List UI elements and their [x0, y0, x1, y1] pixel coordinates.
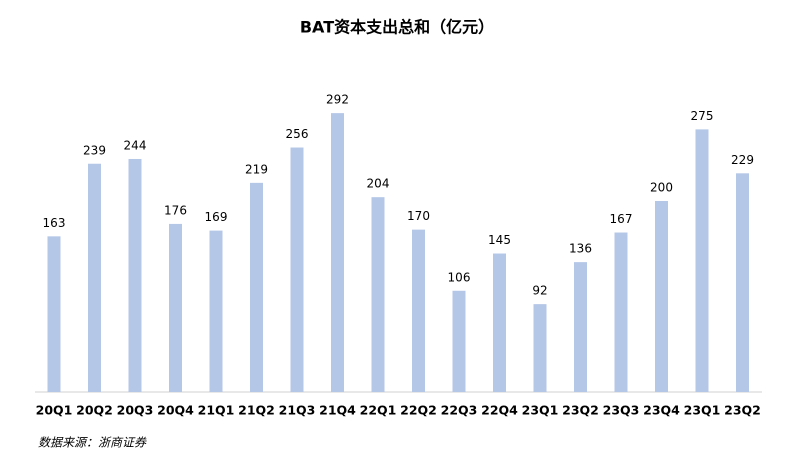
- x-tick-label: 21Q3: [279, 403, 316, 418]
- bar: [574, 262, 587, 392]
- bar: [695, 129, 709, 392]
- bar: [736, 173, 749, 392]
- x-tick-label: 23Q2: [562, 403, 599, 418]
- x-tick-label: 21Q2: [238, 403, 275, 418]
- value-label: 204: [367, 177, 390, 191]
- value-label: 200: [650, 181, 673, 195]
- x-tick-label: 22Q3: [441, 403, 478, 418]
- bar: [47, 236, 61, 392]
- x-tick-label: 23Q1: [684, 403, 721, 418]
- x-tick-label: 23Q3: [603, 403, 640, 418]
- value-label: 275: [691, 109, 714, 123]
- value-label: 176: [164, 203, 187, 217]
- bar: [655, 201, 668, 392]
- x-tick-label: 23Q1: [522, 403, 559, 418]
- value-label: 229: [731, 153, 754, 167]
- value-label: 244: [124, 138, 147, 152]
- x-tick-label: 22Q4: [481, 403, 518, 418]
- value-label: 292: [326, 93, 349, 107]
- value-label: 239: [83, 143, 106, 157]
- x-tick-label: 22Q2: [400, 403, 437, 418]
- x-tick-label: 22Q1: [360, 403, 397, 418]
- bar: [371, 197, 385, 392]
- bar: [493, 253, 506, 392]
- bar: [533, 304, 547, 392]
- bar: [209, 230, 223, 392]
- value-label: 167: [610, 212, 633, 226]
- x-tick-label: 20Q3: [117, 403, 154, 418]
- value-label: 163: [43, 216, 66, 230]
- value-label: 92: [532, 284, 547, 298]
- x-tick-label: 23Q4: [643, 403, 680, 418]
- source-note: 数据来源：浙商证券: [38, 436, 147, 450]
- bar: [452, 290, 466, 392]
- value-label: 219: [245, 162, 268, 176]
- bar: [614, 232, 628, 392]
- value-label: 106: [448, 270, 471, 284]
- value-label: 169: [205, 210, 228, 224]
- x-tick-label: 21Q4: [319, 403, 356, 418]
- bar: [169, 223, 182, 392]
- bar: [128, 158, 142, 392]
- x-tick-label: 21Q1: [198, 403, 235, 418]
- x-tick-label: 23Q2: [724, 403, 761, 418]
- chart-title: BAT资本支出总和（亿元）: [300, 18, 494, 37]
- bar: [331, 113, 344, 392]
- value-label: 136: [569, 242, 592, 256]
- value-label: 145: [488, 233, 511, 247]
- value-label: 256: [286, 127, 309, 141]
- bar: [412, 229, 425, 392]
- x-tick-label: 20Q1: [36, 403, 73, 418]
- bar: [290, 147, 304, 392]
- bar: [250, 182, 263, 392]
- x-tick-label: 20Q4: [157, 403, 194, 418]
- x-tick-label: 20Q2: [76, 403, 113, 418]
- bar: [88, 163, 101, 392]
- value-label: 170: [407, 209, 430, 223]
